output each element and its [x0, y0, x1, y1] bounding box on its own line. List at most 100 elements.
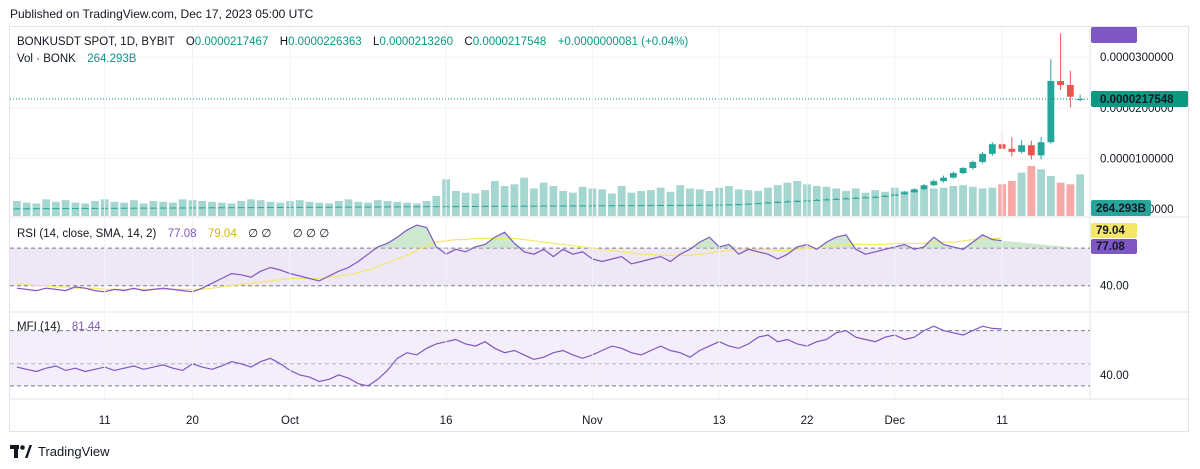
volume-bar — [1066, 184, 1075, 216]
candle-body — [150, 207, 157, 209]
volume-bar — [549, 186, 558, 216]
volume-bar — [1037, 169, 1046, 216]
candle-body — [208, 207, 216, 209]
volume-bar — [1056, 182, 1065, 216]
volume-bar — [1076, 174, 1085, 216]
mfi-label[interactable]: MFI (14) — [17, 321, 61, 333]
volume-bar — [871, 190, 880, 216]
candle-body — [676, 204, 684, 206]
candle-body — [598, 205, 606, 207]
candle-body — [325, 206, 333, 208]
volume-bar — [159, 201, 168, 216]
volume-bar — [539, 182, 548, 216]
volume-bar — [734, 189, 743, 216]
candle-body — [823, 199, 830, 201]
time-tick-label: 11 — [99, 415, 111, 427]
symbol-label[interactable]: BONKUSDT SPOT, 1D, BYBIT — [17, 36, 175, 48]
volume-bar — [705, 191, 714, 216]
candle-body — [52, 208, 60, 210]
candle-body — [793, 200, 801, 202]
candle-body — [432, 206, 440, 208]
volume-bar — [217, 202, 226, 216]
candle-body — [257, 207, 265, 209]
low-label: L — [373, 36, 380, 48]
candle-body — [393, 206, 401, 208]
candle-body — [871, 196, 879, 198]
volume-bar — [354, 201, 363, 216]
volume-bar — [647, 190, 655, 216]
candle-body — [267, 207, 274, 209]
candle-body — [637, 205, 645, 207]
volume-bar — [842, 191, 850, 216]
chart-frame[interactable]: 0.0000300000 0.0000200000 0.0000100000 0.00… — [9, 26, 1190, 433]
time-tick-label: Nov — [582, 415, 603, 427]
candle-body — [618, 205, 626, 207]
change-value: +0.0000000081 (+0.04%) — [557, 36, 689, 48]
candle-body — [832, 198, 840, 200]
candle-body — [949, 173, 957, 178]
candle-body — [549, 205, 557, 207]
volume-label[interactable]: Vol · BONK — [17, 53, 76, 65]
volume-bar — [432, 196, 441, 216]
volume-bar — [920, 189, 928, 216]
candle-body — [696, 204, 704, 206]
candle-body — [862, 197, 869, 199]
candle-body — [413, 206, 421, 208]
volume-bar — [305, 201, 314, 216]
rsi-label[interactable]: RSI (14, close, SMA, 14, 2) — [17, 228, 157, 240]
candle-body — [159, 207, 167, 209]
candle-body — [667, 204, 674, 206]
volume-bar — [208, 201, 216, 216]
candle-body — [91, 207, 99, 209]
volume-bar — [481, 190, 489, 216]
candle-body — [784, 201, 791, 203]
last-price-badge-label: 0.0000217548 — [1100, 94, 1174, 106]
published-caption: Published on TradingView.com, Dec 17, 20… — [10, 7, 314, 21]
volume-bar — [422, 201, 431, 216]
volume-bar — [851, 188, 860, 216]
tradingview-brand-text: TradingView — [38, 444, 110, 459]
volume-bar — [315, 202, 324, 216]
candle-body — [111, 207, 118, 209]
volume-bar — [578, 186, 587, 216]
candle-body — [774, 201, 782, 203]
rsi-badge — [1091, 239, 1137, 254]
candle-body — [686, 204, 694, 206]
time-tick-label: 22 — [801, 415, 814, 427]
volume-bar — [744, 190, 753, 216]
volume-bar — [773, 185, 782, 216]
candle-body — [569, 205, 577, 207]
tradingview-logo[interactable]: TradingView — [10, 444, 110, 459]
low-value: 0.0000213260 — [379, 36, 454, 48]
volume-bar — [364, 202, 372, 216]
volume-bar — [266, 201, 275, 216]
volume-bar — [725, 186, 733, 216]
volume-bar — [383, 201, 392, 216]
candle-body — [1066, 85, 1074, 97]
chart-svg[interactable]: 0.00003000000.00002000000.00001000000.00… — [10, 27, 1190, 433]
rsi-badge-label: 77.08 — [1096, 241, 1125, 253]
rsi-ma-value: 79.04 — [207, 228, 237, 240]
rsi-value: 77.08 — [167, 228, 197, 240]
candle-body — [969, 161, 977, 169]
mfi-band — [10, 330, 1090, 386]
candle-body — [276, 206, 284, 208]
mfi-value: 81.44 — [71, 321, 101, 333]
volume-badge — [1091, 200, 1151, 216]
time-tick-label: 11 — [996, 415, 1008, 427]
volume-bar — [559, 191, 568, 216]
candle-body — [374, 206, 382, 208]
volume-bar — [832, 188, 841, 216]
candle-body — [345, 206, 352, 208]
candle-body — [735, 204, 743, 206]
volume-bar — [666, 191, 675, 216]
volume-bar — [627, 192, 636, 216]
volume-bar — [812, 186, 821, 216]
candle-body — [364, 206, 372, 208]
candle-body — [296, 206, 304, 208]
mfi-line — [16, 325, 1003, 387]
volume-bar — [373, 200, 382, 216]
price-tick-label: 0.0000300000 — [1100, 52, 1174, 64]
volume-bar — [32, 203, 41, 216]
candle-body — [657, 205, 665, 207]
